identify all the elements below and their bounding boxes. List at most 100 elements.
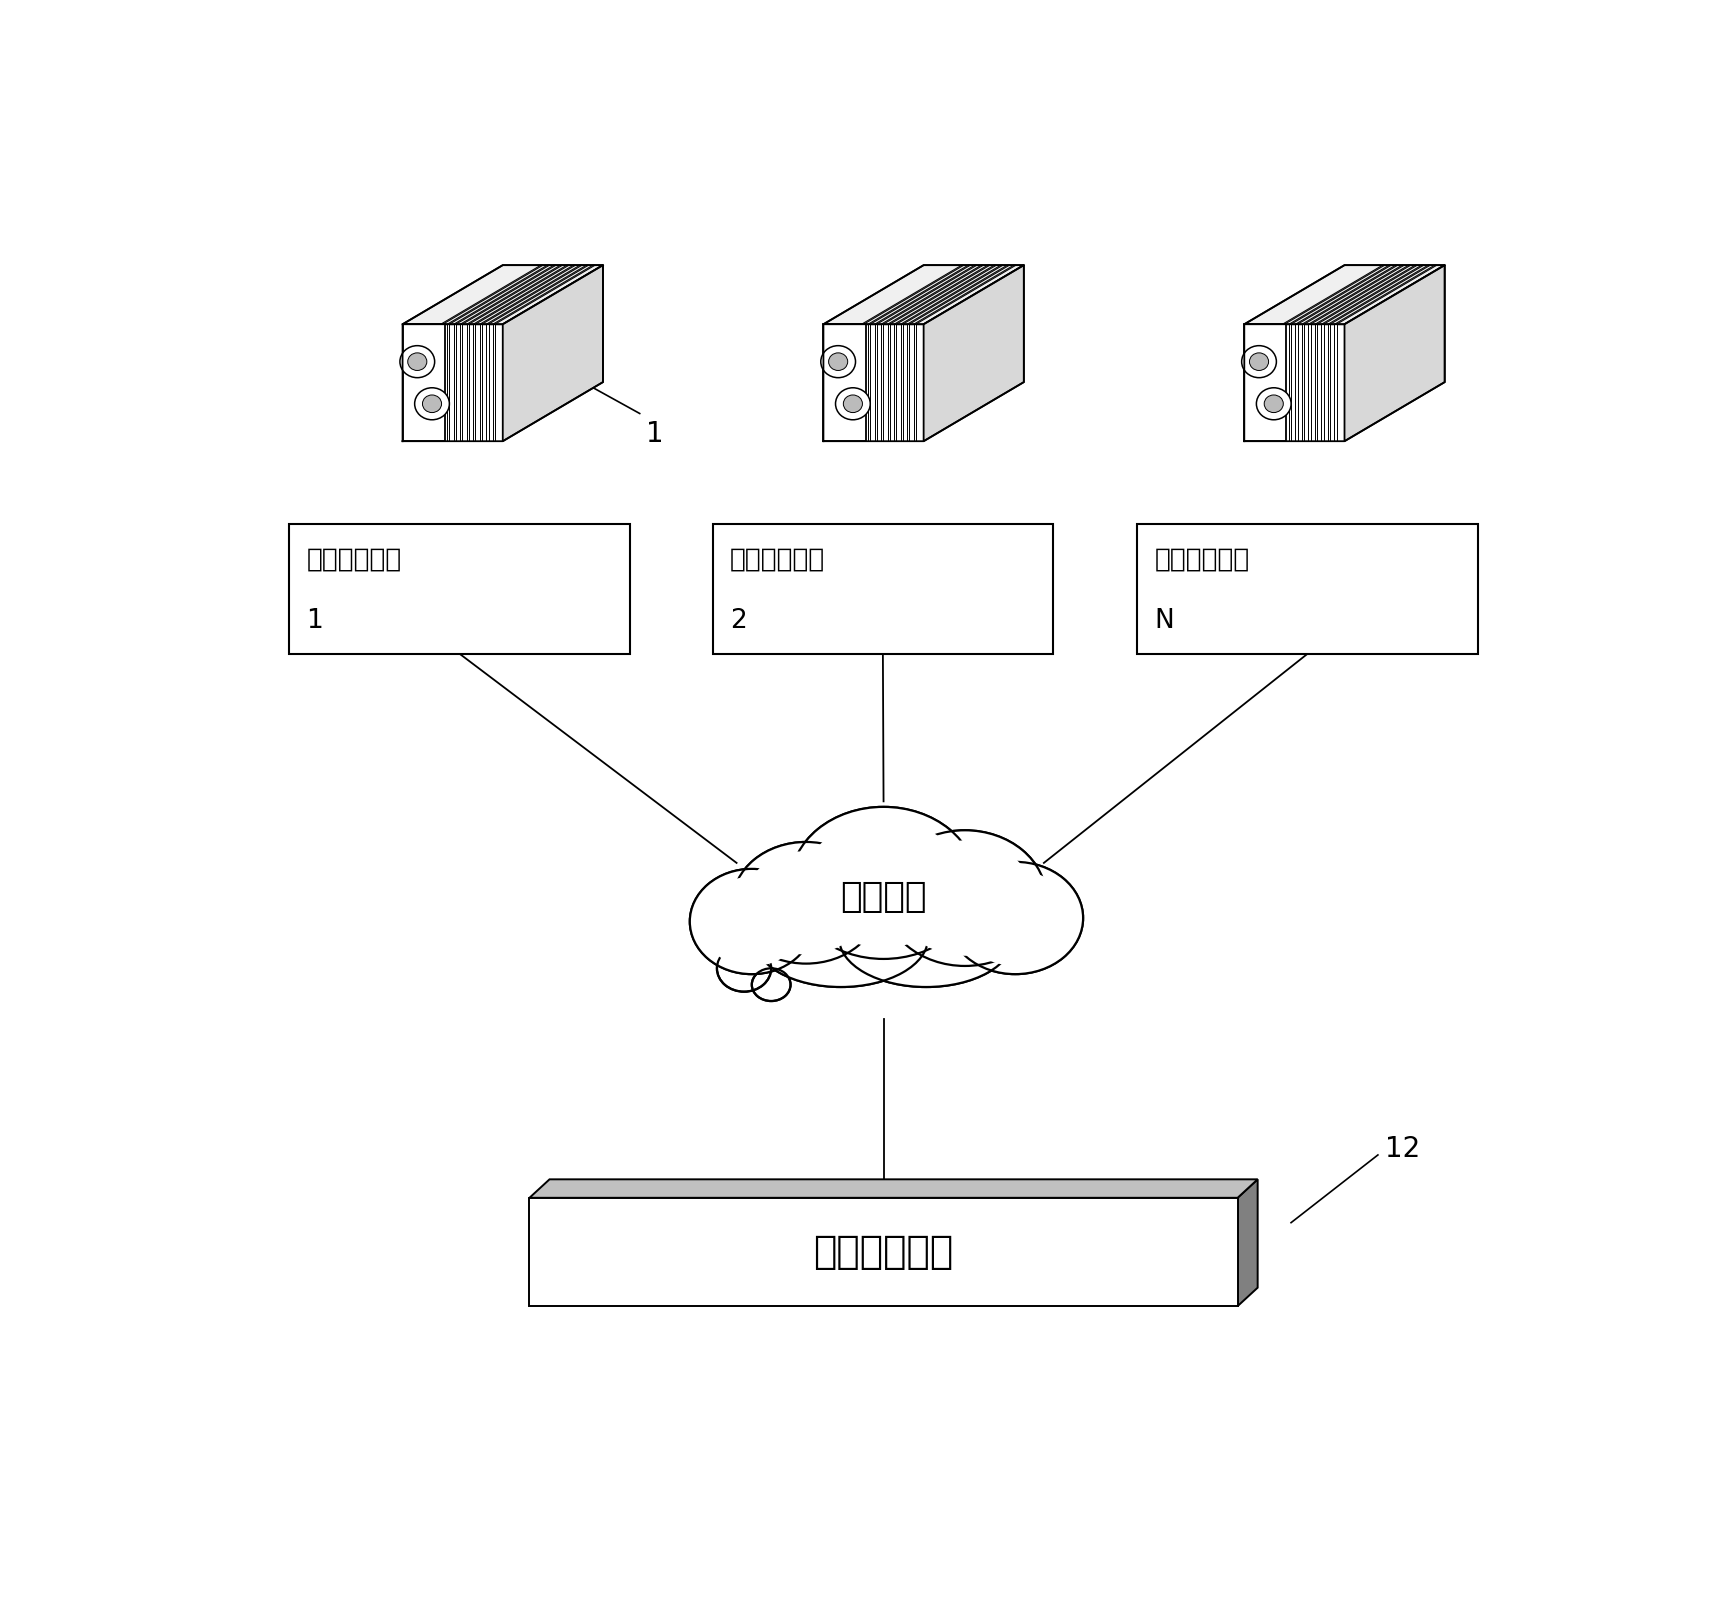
Text: 通讯网络: 通讯网络 [839,881,927,915]
Polygon shape [467,265,569,325]
Circle shape [1241,345,1275,377]
Ellipse shape [751,969,791,1001]
Polygon shape [453,265,557,325]
Polygon shape [1289,325,1291,441]
Ellipse shape [689,868,813,974]
Polygon shape [874,265,977,325]
Polygon shape [867,265,970,325]
Polygon shape [924,265,1023,441]
Polygon shape [1308,265,1409,325]
Polygon shape [1294,265,1397,325]
Polygon shape [467,325,469,441]
Polygon shape [1322,265,1423,325]
Polygon shape [894,325,896,441]
Polygon shape [1301,325,1303,441]
Polygon shape [441,265,543,325]
Text: 1: 1 [307,608,322,635]
Polygon shape [1282,265,1384,325]
Polygon shape [867,325,870,441]
Ellipse shape [717,945,770,991]
Polygon shape [1315,265,1416,325]
Polygon shape [446,265,550,325]
Polygon shape [1308,325,1309,441]
Ellipse shape [839,889,1013,987]
Polygon shape [1327,325,1330,441]
Polygon shape [1327,265,1430,325]
Ellipse shape [884,830,1046,966]
Ellipse shape [948,862,1082,974]
Bar [1137,524,1477,654]
Ellipse shape [753,889,927,987]
Bar [529,1198,1237,1306]
Ellipse shape [743,851,868,955]
Polygon shape [824,265,1023,325]
Ellipse shape [839,889,1013,987]
Circle shape [829,353,848,371]
Ellipse shape [732,843,879,964]
Polygon shape [1322,325,1323,441]
Circle shape [422,395,441,413]
Text: 1: 1 [646,419,663,448]
Circle shape [820,345,855,377]
Text: 12: 12 [1384,1135,1420,1162]
Text: 智能监控终端: 智能监控终端 [307,547,401,572]
Polygon shape [486,325,488,441]
Polygon shape [403,265,603,325]
Polygon shape [880,325,882,441]
Circle shape [1263,395,1282,413]
Polygon shape [1315,325,1316,441]
Polygon shape [887,265,989,325]
Polygon shape [479,325,482,441]
Circle shape [843,395,862,413]
Circle shape [400,345,434,377]
Text: N: N [1154,608,1173,635]
Ellipse shape [689,868,813,974]
Text: 综合管理平台: 综合管理平台 [813,1233,953,1271]
Polygon shape [460,325,462,441]
Polygon shape [503,265,603,441]
Ellipse shape [884,830,1046,966]
Polygon shape [529,1180,1258,1198]
Ellipse shape [896,841,1034,956]
Polygon shape [880,265,982,325]
Polygon shape [493,265,594,325]
Polygon shape [913,265,1015,325]
Ellipse shape [791,807,975,959]
Polygon shape [874,325,877,441]
Polygon shape [453,325,455,441]
Polygon shape [472,325,476,441]
Ellipse shape [805,819,961,948]
Text: 2: 2 [729,608,746,635]
Ellipse shape [948,862,1082,974]
Polygon shape [862,325,863,441]
Polygon shape [906,265,1010,325]
Polygon shape [862,265,963,325]
Polygon shape [913,325,915,441]
Polygon shape [906,325,908,441]
Polygon shape [446,325,450,441]
Polygon shape [493,325,495,441]
Polygon shape [887,325,889,441]
Circle shape [408,353,427,371]
Polygon shape [1289,265,1390,325]
Polygon shape [1244,265,1444,325]
Circle shape [1256,389,1291,421]
Polygon shape [824,325,865,441]
Text: 智能监控终端: 智能监控终端 [729,547,825,572]
Polygon shape [1334,265,1437,325]
Polygon shape [899,265,1003,325]
Polygon shape [479,265,582,325]
Text: 智能监控终端: 智能监控终端 [1154,547,1249,572]
Polygon shape [899,325,903,441]
Ellipse shape [732,843,879,964]
Polygon shape [1244,325,1285,441]
Ellipse shape [700,876,805,966]
Polygon shape [1282,325,1284,441]
Circle shape [415,389,450,421]
Polygon shape [1294,325,1297,441]
Polygon shape [441,325,443,441]
Bar [712,524,1053,654]
Polygon shape [1344,265,1444,441]
Polygon shape [472,265,575,325]
Ellipse shape [956,870,1072,966]
